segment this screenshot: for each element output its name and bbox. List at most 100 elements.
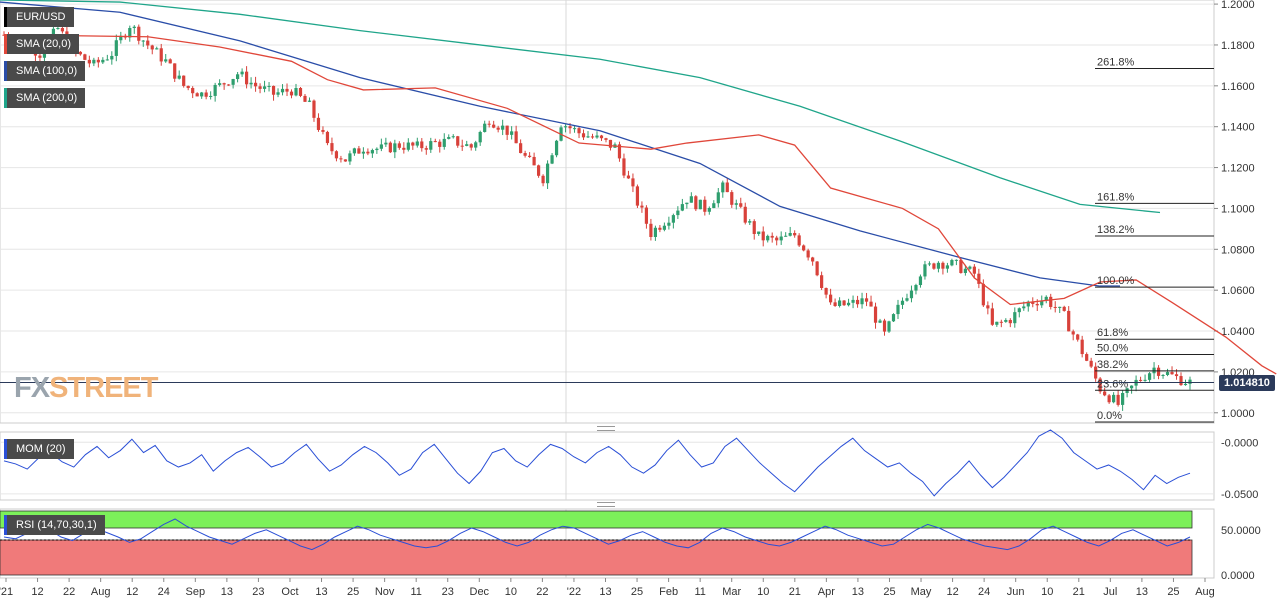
candle-body — [316, 117, 321, 130]
legend-sma20[interactable]: SMA (20,0) — [4, 34, 80, 54]
legend-sma100[interactable]: SMA (100,0) — [4, 61, 86, 81]
candle-body — [253, 82, 258, 87]
candle-body — [640, 205, 644, 208]
candle-body — [1044, 296, 1048, 301]
price-tick-label: 1.0800 — [1221, 244, 1255, 256]
candle-body — [1174, 374, 1179, 377]
candle-body — [343, 159, 348, 162]
candle-body — [456, 136, 460, 146]
candle-body — [662, 225, 666, 230]
candle-body — [788, 233, 792, 236]
legend-swatch-mom — [4, 439, 7, 459]
date-tick-label: Nov — [375, 586, 395, 598]
candle-body — [393, 143, 397, 153]
candle-body — [721, 182, 725, 193]
pane-resize-handle-rsi[interactable] — [597, 502, 615, 507]
candle-body — [155, 48, 159, 50]
candle-body — [855, 299, 860, 305]
candle-body — [442, 138, 446, 147]
candle-body — [851, 299, 855, 303]
candle-body — [1085, 354, 1089, 361]
candle-body — [820, 275, 824, 288]
candle-body — [78, 51, 82, 55]
price-tick-label: 1.0600 — [1221, 285, 1255, 297]
candle-body — [483, 123, 487, 132]
candle-body — [361, 151, 365, 154]
candle-body — [770, 235, 774, 238]
candle-body — [887, 321, 891, 332]
candle-body — [38, 55, 42, 58]
candle-body — [114, 40, 118, 56]
pane-resize-handle-mom[interactable] — [597, 426, 615, 431]
mom-tick-label: -0.0000 — [1221, 437, 1258, 449]
date-tick-label: 21 — [1073, 586, 1085, 598]
candle-body — [694, 196, 698, 210]
candle-body — [388, 142, 392, 153]
candle-body — [402, 147, 406, 150]
candle-body — [837, 300, 842, 306]
candle-body — [307, 100, 312, 102]
legend-rsi[interactable]: RSI (14,70,30,1) — [4, 515, 105, 535]
candle-body — [240, 71, 244, 75]
candle-body — [352, 148, 357, 154]
date-tick-label: 22 — [536, 586, 548, 598]
candle-body — [415, 141, 419, 146]
fib-level-label: 261.8% — [1097, 56, 1135, 68]
fib-level-label: 100.0% — [1097, 275, 1135, 287]
candle-body — [941, 262, 945, 269]
candle-body — [87, 59, 91, 64]
candle-body — [757, 231, 761, 234]
candle-body — [1053, 306, 1057, 308]
candle-body — [891, 314, 896, 322]
date-tick-label: 13 — [852, 586, 864, 598]
date-tick-label: 10 — [505, 586, 517, 598]
candle-body — [119, 35, 123, 41]
candle-body — [173, 63, 177, 79]
candle-body — [784, 235, 788, 237]
rsi-tick-label: 0.0000 — [1221, 570, 1255, 582]
candle-body — [164, 59, 168, 62]
candle-body — [92, 59, 96, 64]
candle-body — [1076, 334, 1080, 340]
fib-level-label: 161.8% — [1097, 191, 1135, 203]
candle-body — [703, 199, 707, 212]
candle-body — [914, 285, 918, 291]
date-tick-label: 25 — [347, 586, 359, 598]
sma20-line — [3, 34, 1277, 375]
candle-body — [227, 84, 231, 86]
legend-sma200[interactable]: SMA (200,0) — [4, 88, 86, 108]
candle-body — [775, 237, 779, 241]
candle-body — [60, 28, 65, 32]
candle-body — [707, 207, 711, 212]
candle-body — [981, 283, 985, 306]
candle-body — [1094, 366, 1098, 379]
candle-body — [1156, 367, 1161, 376]
legend-mom[interactable]: MOM (20) — [4, 439, 74, 459]
date-tick-label: 12 — [946, 586, 958, 598]
candle-body — [590, 136, 595, 138]
candle-body — [842, 300, 846, 306]
date-tick-label: 13 — [599, 586, 611, 598]
candle-body — [550, 155, 554, 164]
candle-body — [474, 142, 478, 148]
candle-body — [312, 100, 316, 118]
candle-body — [262, 86, 267, 89]
candle-body — [420, 141, 424, 149]
candle-body — [860, 298, 864, 305]
date-tick-label: 11 — [410, 586, 421, 598]
candle-body — [995, 321, 999, 325]
date-tick-label: 25 — [1167, 586, 1179, 598]
legend-symbol[interactable]: EUR/USD — [4, 7, 74, 27]
candle-body — [1013, 312, 1017, 324]
date-tick-label: May — [911, 586, 932, 598]
candle-body — [510, 131, 514, 135]
candle-body — [1112, 394, 1116, 403]
candle-body — [137, 26, 141, 41]
candle-body — [671, 215, 675, 223]
candle-body — [811, 257, 815, 262]
current-price-badge: 1.014810 — [1219, 375, 1275, 391]
candle-body — [298, 87, 303, 96]
candle-body — [1031, 301, 1035, 304]
candle-body — [366, 151, 370, 154]
